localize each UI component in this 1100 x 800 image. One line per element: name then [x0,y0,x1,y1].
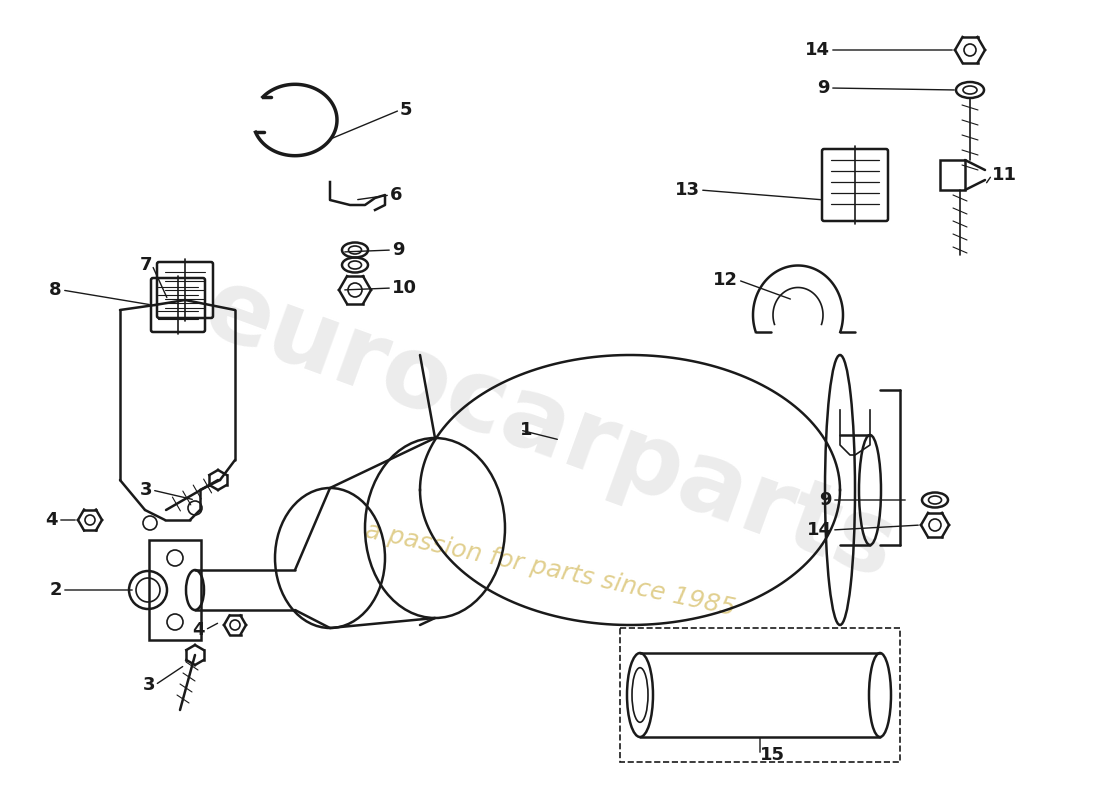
Text: 9: 9 [392,241,405,259]
Text: 6: 6 [390,186,403,204]
Bar [620,628,900,762]
Text: 7: 7 [140,256,152,274]
Text: 1: 1 [520,421,532,439]
Text: 3: 3 [143,676,155,694]
Bar [940,160,965,190]
Text: 9: 9 [820,491,832,509]
Text: 10: 10 [392,279,417,297]
Text: 11: 11 [992,166,1018,184]
Text: 9: 9 [817,79,830,97]
Text: 13: 13 [675,181,700,199]
Text: a passion for parts since 1985: a passion for parts since 1985 [363,519,737,621]
Bar [148,540,201,640]
Text: 14: 14 [807,521,832,539]
Text: 8: 8 [50,281,62,299]
Text: 12: 12 [713,271,738,289]
Text: 15: 15 [760,746,785,764]
Text: 14: 14 [805,41,830,59]
Text: 4: 4 [45,511,58,529]
Text: 4: 4 [192,621,205,639]
Text: eurocarparts: eurocarparts [191,260,909,600]
Text: 2: 2 [50,581,62,599]
Text: 5: 5 [400,101,412,119]
Text: 3: 3 [140,481,152,499]
